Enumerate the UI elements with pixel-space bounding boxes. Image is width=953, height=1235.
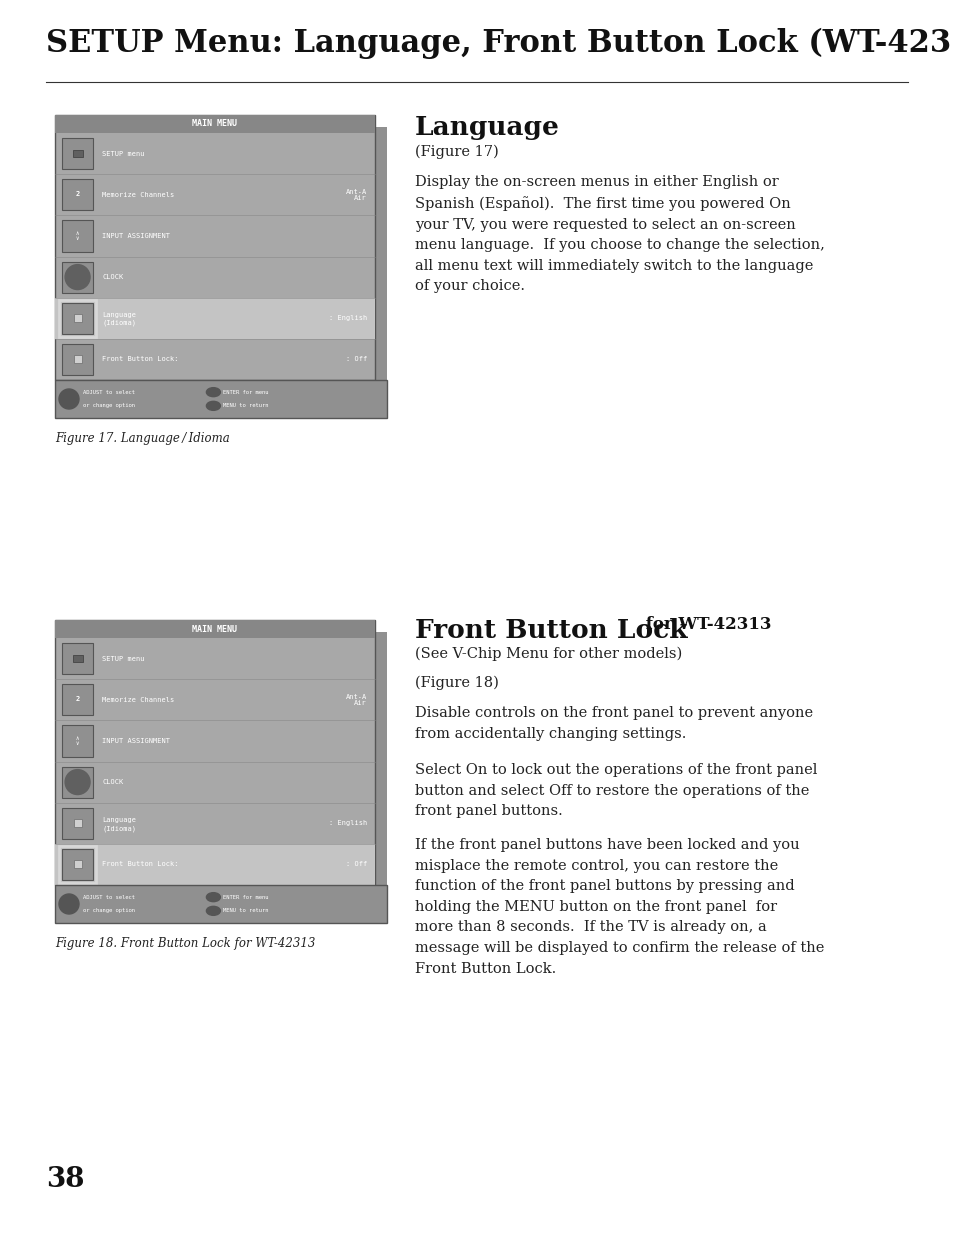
Text: Front Button Lock: Front Button Lock [415,618,687,643]
FancyBboxPatch shape [55,380,387,417]
FancyBboxPatch shape [62,343,93,375]
Text: Disable controls on the front panel to prevent anyone
from accidentally changing: Disable controls on the front panel to p… [415,706,812,741]
FancyBboxPatch shape [67,632,387,897]
Text: Display the on-screen menus in either English or
Spanish (Español).  The first t: Display the on-screen menus in either En… [415,175,824,294]
Text: ENTER for menu: ENTER for menu [223,894,269,899]
FancyBboxPatch shape [73,861,82,868]
FancyBboxPatch shape [62,808,93,839]
FancyBboxPatch shape [67,127,387,391]
Text: INPUT ASSIGNMENT: INPUT ASSIGNMENT [102,233,170,238]
Text: 38: 38 [46,1166,85,1193]
Text: ADJUST to select: ADJUST to select [83,894,135,899]
Ellipse shape [206,401,220,410]
Text: CLOCK: CLOCK [102,274,123,280]
Text: MENU to return: MENU to return [223,908,269,914]
FancyBboxPatch shape [72,655,83,662]
Text: (Idioma): (Idioma) [102,825,136,831]
FancyBboxPatch shape [55,620,375,638]
Circle shape [59,389,79,409]
Text: or change option: or change option [83,404,135,409]
Text: (Figure 18): (Figure 18) [415,676,498,690]
FancyBboxPatch shape [62,684,93,715]
Text: SETUP Menu: Language, Front Button Lock (WT-42313): SETUP Menu: Language, Front Button Lock … [46,28,953,59]
Ellipse shape [206,388,220,396]
Circle shape [59,894,79,914]
Circle shape [65,264,90,289]
Text: Language: Language [102,818,136,824]
Text: ∧
∨: ∧ ∨ [76,231,79,241]
FancyBboxPatch shape [62,848,93,881]
Text: ENTER for menu: ENTER for menu [223,390,269,395]
Text: INPUT ASSIGNMENT: INPUT ASSIGNMENT [102,739,170,743]
Text: or change option: or change option [83,908,135,914]
Text: (See V-Chip Menu for other models): (See V-Chip Menu for other models) [415,647,681,662]
FancyBboxPatch shape [62,643,93,674]
Text: Ant-A: Ant-A [345,189,367,195]
Text: Ant-A: Ant-A [345,694,367,700]
FancyBboxPatch shape [55,298,375,338]
FancyBboxPatch shape [55,115,375,380]
Text: If the front panel buttons have been locked and you
misplace the remote control,: If the front panel buttons have been loc… [415,839,823,976]
Text: MAIN MENU: MAIN MENU [193,625,237,634]
Text: MENU to return: MENU to return [223,404,269,409]
Text: Memorize Channels: Memorize Channels [102,697,174,703]
Text: Select On to lock out the operations of the front panel
button and select Off to: Select On to lock out the operations of … [415,763,817,819]
Text: Air: Air [354,700,367,705]
Text: : English: : English [329,820,367,826]
Text: Language: Language [415,115,559,140]
Text: MAIN MENU: MAIN MENU [193,120,237,128]
FancyBboxPatch shape [62,179,93,210]
Text: (Figure 17): (Figure 17) [415,144,498,159]
Text: CLOCK: CLOCK [102,779,123,785]
FancyBboxPatch shape [55,620,375,885]
Text: Front Button Lock:: Front Button Lock: [102,357,178,362]
Text: SETUP menu: SETUP menu [102,151,145,157]
FancyBboxPatch shape [62,767,93,798]
FancyBboxPatch shape [72,149,83,157]
Text: (Idioma): (Idioma) [102,320,136,326]
Text: for WT-42313: for WT-42313 [639,616,771,634]
Ellipse shape [206,906,220,915]
Text: : English: : English [329,315,367,321]
FancyBboxPatch shape [73,314,82,322]
Ellipse shape [206,893,220,902]
Text: : Off: : Off [345,357,367,362]
FancyBboxPatch shape [62,220,93,252]
Text: Memorize Channels: Memorize Channels [102,191,174,198]
Text: 2: 2 [75,190,80,196]
FancyBboxPatch shape [73,356,82,363]
FancyBboxPatch shape [55,844,375,885]
Text: +: + [65,899,73,909]
FancyBboxPatch shape [62,725,93,757]
Text: Front Button Lock:: Front Button Lock: [102,862,178,867]
Text: 2: 2 [75,695,80,701]
FancyBboxPatch shape [55,115,375,133]
Circle shape [65,769,90,794]
Text: ∧
∨: ∧ ∨ [76,736,79,746]
Text: Air: Air [354,195,367,201]
Text: Figure 17. Language / Idioma: Figure 17. Language / Idioma [55,432,230,445]
Text: ADJUST to select: ADJUST to select [83,390,135,395]
Text: : Off: : Off [345,862,367,867]
FancyBboxPatch shape [62,138,93,169]
Text: +: + [65,394,73,404]
FancyBboxPatch shape [62,303,93,333]
Text: Figure 18. Front Button Lock for WT-42313: Figure 18. Front Button Lock for WT-4231… [55,937,315,950]
Text: SETUP menu: SETUP menu [102,656,145,662]
FancyBboxPatch shape [62,262,93,293]
Text: Language: Language [102,312,136,319]
FancyBboxPatch shape [55,885,387,923]
FancyBboxPatch shape [73,819,82,827]
